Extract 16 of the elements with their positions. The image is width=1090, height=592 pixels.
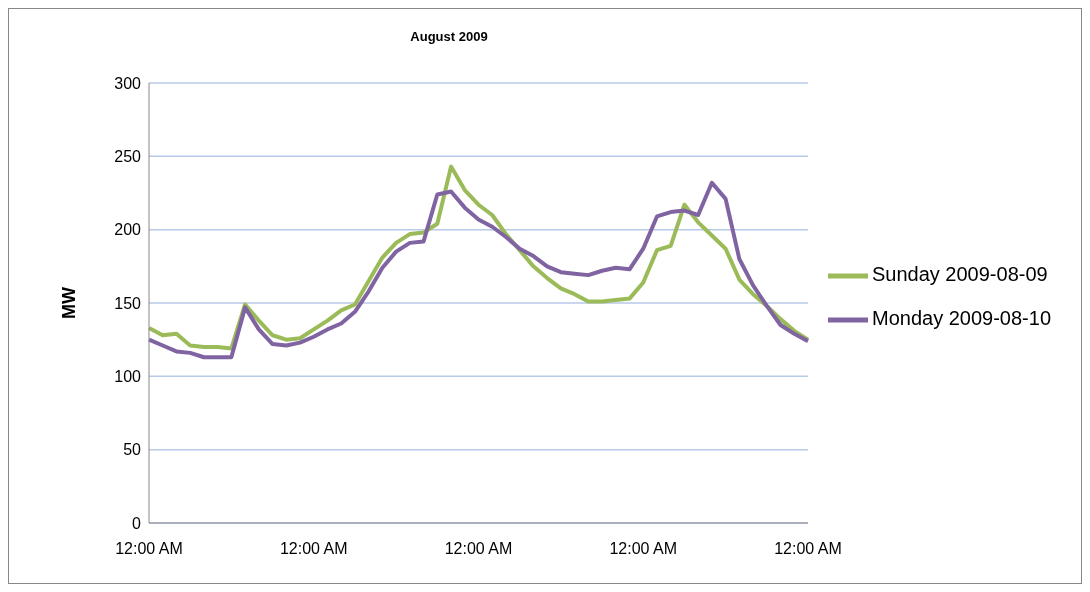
x-tick-label: 12:00 AM	[774, 540, 842, 558]
y-tick-label: 300	[114, 74, 142, 92]
x-tick-label: 12:00 AM	[115, 540, 183, 558]
legend-label: Sunday 2009-08-09	[871, 263, 1048, 285]
chart-title: August 2009	[409, 29, 489, 44]
y-tick-label: 150	[114, 294, 142, 312]
y-tick-label: 0	[132, 514, 142, 532]
y-tick-label: 250	[114, 148, 142, 166]
y-tick-label: 100	[114, 368, 142, 386]
y-tick-label: 200	[114, 221, 142, 239]
y-axis-title: MW	[59, 287, 80, 319]
x-tick-label: 12:00 AM	[279, 540, 348, 558]
legend-label: Monday 2009-08-10	[871, 307, 1051, 329]
y-tick-label: 50	[123, 441, 142, 459]
x-tick-label: 12:00 AM	[609, 540, 678, 558]
x-tick-label: 12:00 AM	[444, 540, 513, 558]
